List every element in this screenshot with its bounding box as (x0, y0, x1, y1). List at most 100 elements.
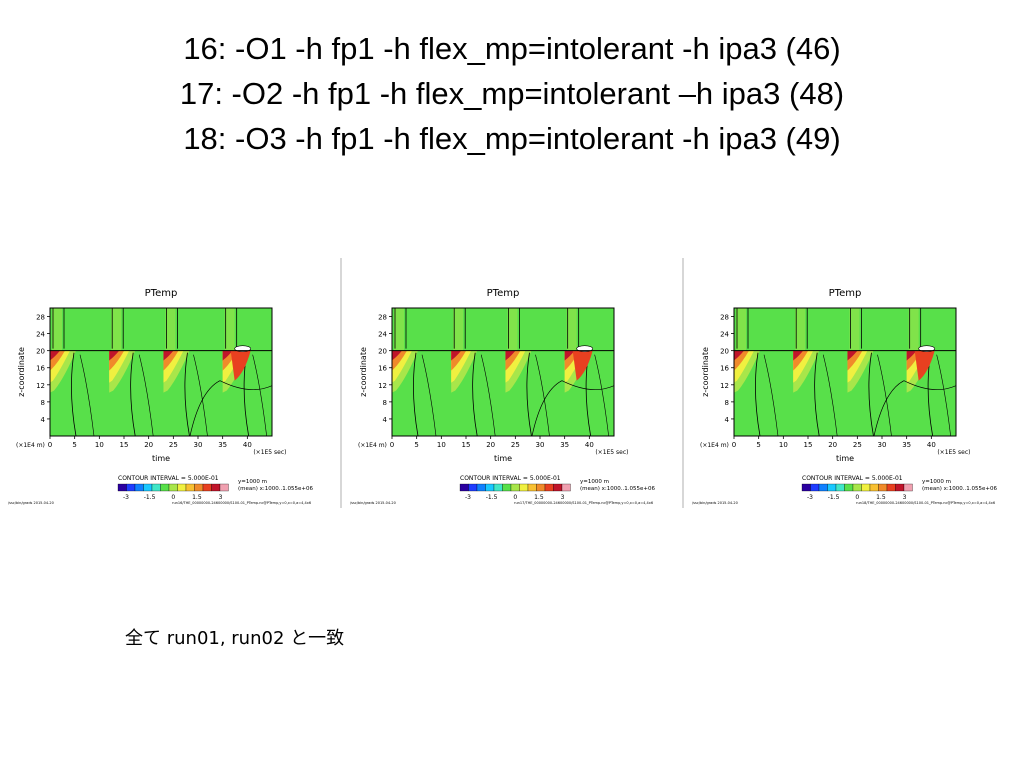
colorbar-swatch (468, 483, 478, 492)
y-tick-label: 8 (41, 399, 45, 407)
warm-region (505, 350, 516, 361)
colorbar-swatch (536, 483, 546, 492)
colorbar-swatch (561, 483, 571, 492)
column-region (224, 308, 235, 351)
x-tick-label: 25 (511, 441, 520, 449)
warm-region (451, 350, 462, 361)
colorbar-label: -3 (123, 494, 129, 501)
x-tick-label: 30 (194, 441, 203, 449)
summary-note: 全て run01, run02 と一致 (125, 628, 345, 649)
y-tick-label: 28 (378, 314, 387, 322)
colorbar-swatch (818, 483, 828, 492)
x-tick-label: 15 (804, 441, 813, 449)
colorbar-swatch (168, 483, 178, 492)
colorbar-swatch (117, 483, 127, 492)
colorbar-swatch (219, 483, 229, 492)
colorbar-swatch (151, 483, 161, 492)
colorbar-swatch (126, 483, 136, 492)
title-line-3: 18: -O3 -h fp1 -h flex_mp=intolerant -h … (183, 121, 841, 156)
contour-line (79, 354, 95, 436)
y-tick-label: 28 (720, 314, 729, 322)
x-unit-label: (×1E5 sec) (253, 449, 286, 456)
y-tick-label: 4 (41, 416, 46, 424)
x-tick-label: 30 (536, 441, 545, 449)
contour-line (71, 352, 77, 436)
column-region (111, 308, 122, 351)
y-axis-label: z-coordinate (359, 347, 368, 397)
warm-region (222, 350, 233, 361)
plot-panel-1: PTemp 4 8 12 16 20 24 28 0 5 10 15 20 25 30 35 40 (×1E4 m… (0, 258, 340, 506)
x-tick-label: 40 (927, 441, 936, 449)
contour-interval-label: CONTOUR INTERVAL = 5.000E-01 (460, 475, 561, 482)
x-tick-label: 20 (144, 441, 153, 449)
contour-line (526, 352, 532, 436)
x-axis-label: time (494, 454, 512, 463)
colorbar-label: 1.5 (534, 494, 544, 501)
colorbar-swatch (852, 483, 862, 492)
y-tick-label: 12 (36, 382, 45, 390)
warm-region (906, 350, 917, 361)
column-region (849, 308, 860, 351)
colorbar-swatch (143, 483, 153, 492)
colorbar-swatch (835, 483, 845, 492)
colorbar-label: -3 (807, 494, 813, 501)
column-region (795, 308, 806, 351)
colorbar-swatch (810, 483, 820, 492)
x-tick-label: 5 (414, 441, 418, 449)
plot-panels: PTemp 4 8 12 16 20 24 28 0 5 10 15 20 25 30 35 40 (×1E4 m… (0, 258, 1024, 508)
y-tick-label: 24 (36, 331, 45, 339)
contour-line (138, 354, 154, 436)
column-region (908, 308, 919, 351)
colorbar-swatch (476, 483, 486, 492)
colorbar-label: 1.5 (876, 494, 886, 501)
colorbar-swatch (485, 483, 495, 492)
contour-line (130, 352, 136, 436)
x-unit-label: (×1E5 sec) (937, 449, 970, 456)
plot-title: PTemp (145, 288, 178, 299)
colorbar-swatch (185, 483, 195, 492)
slide-title: 16: -O1 -h fp1 -h flex_mp=intolerant -h … (0, 26, 1024, 161)
contour-line (918, 345, 935, 352)
colorbar-swatch (553, 483, 563, 492)
x-tick-label: 20 (486, 441, 495, 449)
warm-region (734, 350, 744, 361)
title-line-2: 17: -O2 -h fp1 -h flex_mp=intolerant –h … (179, 76, 845, 111)
colorbar-label: 0 (171, 494, 175, 501)
contour-fill (50, 308, 272, 436)
colorbar-swatch (878, 483, 888, 492)
column-region (507, 308, 518, 351)
y-tick-label: 16 (378, 365, 387, 373)
x-tick-label: 5 (72, 441, 76, 449)
contour-line (868, 352, 874, 436)
contour-line (822, 354, 838, 436)
info-line-2: (mean) x:1000..1.055e+06 (580, 486, 655, 492)
colorbar-label: 3 (561, 494, 565, 501)
contour-line (252, 354, 267, 436)
colorbar-swatch (211, 483, 221, 492)
colorbar-swatch (527, 483, 537, 492)
colorbar-swatch (801, 483, 811, 492)
colorbar-swatch (459, 483, 469, 492)
y-tick-label: 20 (36, 348, 45, 356)
x-tick-label: 10 (95, 441, 104, 449)
x-tick-label: 15 (462, 441, 471, 449)
footer-left: /ssc/bin/grads 2015-04-20 (692, 501, 738, 505)
footer-left: /ssc/bin/grads 2015-04-20 (350, 501, 396, 505)
colorbar-label: 3 (903, 494, 907, 501)
contour-line (936, 354, 951, 436)
colorbar-swatch (869, 483, 879, 492)
colorbar-swatch (895, 483, 905, 492)
plot-title: PTemp (829, 288, 862, 299)
x-multiplier-label: (×1E4 m) (16, 442, 45, 449)
colorbar-swatch (519, 483, 529, 492)
plot-frame (49, 307, 273, 437)
colorbar-label: 0 (513, 494, 517, 501)
x-multiplier-label: (×1E4 m) (700, 442, 729, 449)
y-tick-label: 8 (383, 399, 387, 407)
warm-region (163, 350, 174, 361)
colorbar-label: -1.5 (828, 494, 840, 501)
colorbar-swatch (194, 483, 204, 492)
